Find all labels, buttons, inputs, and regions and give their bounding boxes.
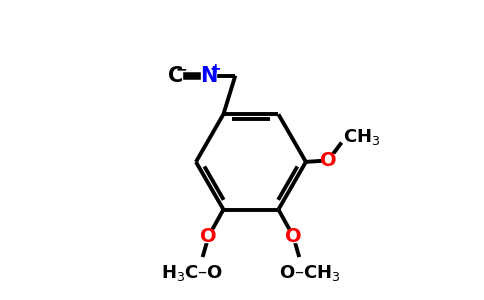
Bar bbox=[201, 68, 216, 83]
Text: O: O bbox=[320, 151, 336, 170]
Text: +: + bbox=[209, 62, 221, 76]
Bar bbox=[203, 230, 214, 242]
Bar bbox=[322, 154, 334, 166]
Text: H$_3$C–O: H$_3$C–O bbox=[161, 263, 224, 283]
Text: O: O bbox=[200, 227, 217, 246]
Text: −: − bbox=[175, 62, 187, 76]
Text: N: N bbox=[200, 66, 217, 86]
Text: C: C bbox=[168, 66, 183, 86]
Text: O–CH$_3$: O–CH$_3$ bbox=[279, 263, 340, 283]
Text: O: O bbox=[285, 227, 302, 246]
Bar bbox=[287, 230, 299, 242]
Bar bbox=[170, 70, 182, 82]
Text: CH$_3$: CH$_3$ bbox=[343, 127, 380, 147]
